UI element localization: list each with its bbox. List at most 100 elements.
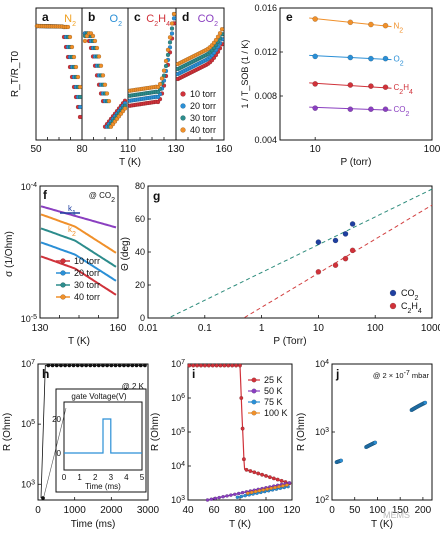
panel-h-marker xyxy=(113,363,118,368)
panel-h-xtick-label: 3000 xyxy=(137,505,160,516)
panel-h-inset-xtick-label: 3 xyxy=(109,473,114,482)
panel-c-frame xyxy=(127,7,177,141)
panel-i-xtick-label: 60 xyxy=(208,505,220,516)
legend-f-marker xyxy=(60,258,66,264)
series-a-marker xyxy=(77,84,83,90)
panel-f-xtick-label: 160 xyxy=(110,323,127,334)
panel-h-marker xyxy=(67,363,72,368)
panel-g-xtick-label: 0.01 xyxy=(138,323,158,334)
panel-i-series-50K-marker xyxy=(240,490,245,495)
panel-e-ytick-label: 0.004 xyxy=(254,135,277,145)
panel-e-series-label-N2-part-0: N xyxy=(394,22,400,31)
panel-f-ytick-top-part-1: -4 xyxy=(31,182,37,189)
panel-f-k1-label: k1 xyxy=(68,204,76,217)
panel-e-series-label-N2-part-1: 2 xyxy=(399,27,403,34)
panel-e-series-label-O2-part-0: O xyxy=(394,55,400,64)
panel-g-point-C2H4 xyxy=(342,255,349,262)
legend-g-label: C2H4 xyxy=(401,301,422,315)
panel-j-xtick-label: 200 xyxy=(415,505,432,516)
panel-i-ytick-label: 104 xyxy=(171,461,185,472)
legend-g-label-part-2: H xyxy=(411,301,418,311)
legend-f-label: 20 torr xyxy=(74,268,100,278)
legend-i-marker xyxy=(251,377,257,383)
panel-f-annotation: @ CO2 xyxy=(89,191,115,204)
panel-a-ylabel: R_T/R_T0 xyxy=(10,51,21,98)
panel-j-ytick-label-part-0: 10 xyxy=(315,359,325,369)
panel-h-xtick-label: 1000 xyxy=(64,505,87,516)
panel-h-inset-xtick-label: 5 xyxy=(140,473,145,482)
panel-i-series-50K xyxy=(207,482,290,501)
panel-g-point-CO2 xyxy=(332,237,339,244)
panel-i-series-50K-marker xyxy=(229,493,233,497)
legend-i-label: 75 K xyxy=(264,397,283,407)
panel-i-marker-25K xyxy=(206,363,211,368)
panel-e-series-label-C2H4-part-1: 2 xyxy=(399,89,403,96)
panel-i-marker-25K xyxy=(218,363,223,368)
panel-i-series-100K-marker xyxy=(269,486,274,491)
panel-i-marker-25K xyxy=(202,363,207,368)
panel-g-ytick-label: 20 xyxy=(135,280,145,290)
legend-i-marker xyxy=(251,410,257,416)
panel-j-xlabel: T (K) xyxy=(371,519,393,530)
panel-h-xtick-label: 2000 xyxy=(100,505,123,516)
panel-h-marker xyxy=(134,363,139,368)
panel-i-marker-25K xyxy=(256,471,261,476)
panel-e-point-CO2 xyxy=(382,106,389,112)
panel-f-k2-label-part-0: k xyxy=(68,225,73,234)
panel-g-point-C2H4 xyxy=(332,262,339,269)
series-b-marker xyxy=(106,98,112,104)
panel-i-ytick-label-part-1: 5 xyxy=(181,427,185,434)
panel-h-inset-xlabel: Time (ms) xyxy=(85,482,121,491)
panel-f-series-2 xyxy=(40,227,117,268)
panel-g-fit-C2H4 xyxy=(244,204,433,318)
panel-i-ytick-label: 106 xyxy=(171,393,185,404)
panel-h-inset-gate-line xyxy=(64,418,142,454)
series-a-marker xyxy=(65,24,71,30)
series-a-marker xyxy=(77,114,83,120)
panel-i-ytick-label: 105 xyxy=(171,427,185,438)
series-d-marker xyxy=(213,37,219,43)
gas-label-a: N2 xyxy=(64,13,76,28)
panel-i-series-100K-marker xyxy=(277,484,281,489)
panel-g-xlabel: P (Torr) xyxy=(273,336,306,347)
legend-f-label: 40 torr xyxy=(74,292,100,302)
watermark-text: MEMS xyxy=(383,510,410,520)
panel-i-marker-25K xyxy=(260,472,265,477)
series-a-marker xyxy=(73,64,79,70)
legend-g-marker xyxy=(389,302,397,310)
panel-h-marker xyxy=(71,363,76,368)
series-c-marker xyxy=(155,99,161,105)
series-d-marker xyxy=(215,34,221,39)
gas-label-c-part-2: H xyxy=(158,13,166,25)
panel-j-frame xyxy=(331,363,433,501)
series-b-marker xyxy=(92,38,98,44)
panel-e-xlabel: P (torr) xyxy=(341,157,372,168)
panel-e-point-CO2 xyxy=(312,105,318,111)
panel-h-inset-xtick-label: 1 xyxy=(77,473,82,482)
panel-f-ytick-bottom: 10-5 xyxy=(21,314,37,325)
panel-letter-b: b xyxy=(88,10,95,24)
panel-e-point-N2 xyxy=(347,19,354,26)
panel-i-series-50K-marker xyxy=(225,494,229,498)
panel-ad-xtick-label: 80 xyxy=(76,144,88,155)
series-a-marker xyxy=(71,54,77,60)
panel-j-ytick-label-part-1: 4 xyxy=(325,359,329,366)
panel-j-xtick-label: 50 xyxy=(349,505,361,516)
panel-e-point-N2 xyxy=(368,21,374,28)
panel-e-ytick-label: 0.016 xyxy=(254,3,277,13)
series-b-marker xyxy=(96,54,102,59)
panel-i-series-50K-marker xyxy=(232,492,237,497)
panel-ad-xtick-label: 130 xyxy=(168,144,185,155)
panel-j-annotation-part-0: @ 2 × 10 xyxy=(373,371,404,380)
panel-h-marker xyxy=(84,363,89,368)
panel-f-series-1 xyxy=(40,241,117,282)
panel-f-xlabel: T (K) xyxy=(68,336,90,347)
legend-i-marker xyxy=(251,399,257,405)
panel-i-marker-25K xyxy=(226,363,231,368)
panel-f-annotation-part-0: @ CO xyxy=(89,191,111,200)
panel-j-cluster-mid xyxy=(373,440,378,445)
gas-label-c-part-0: C xyxy=(146,13,154,25)
panel-h-annotation: @ 2 K xyxy=(122,382,145,391)
panel-f-series-purple xyxy=(40,205,117,229)
panel-g-point-CO2 xyxy=(342,231,349,237)
